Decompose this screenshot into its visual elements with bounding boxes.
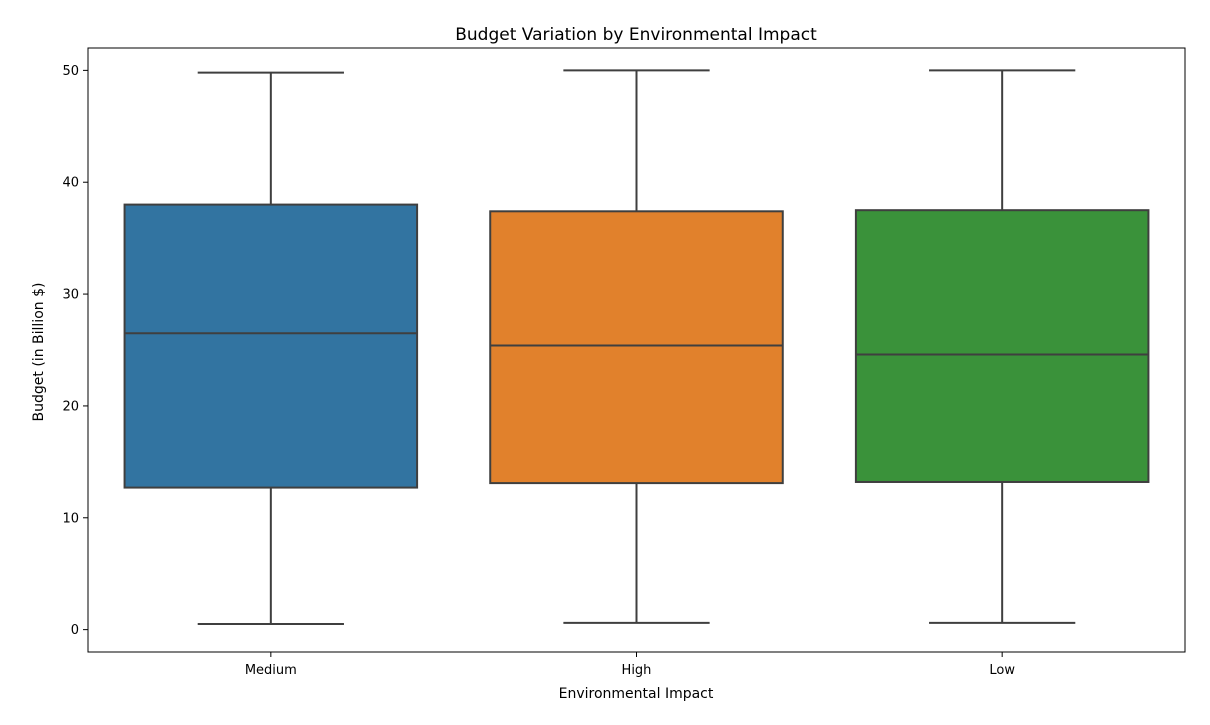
y-tick-label: 20 (62, 399, 79, 414)
y-tick-label: 10 (62, 511, 79, 526)
x-tick-label: High (622, 663, 652, 678)
y-axis-label: Budget (in Billion $) (31, 283, 47, 422)
box-high (489, 69, 784, 624)
iqr-box (854, 209, 1150, 483)
x-tick-label: Low (989, 663, 1015, 678)
iqr-box (489, 210, 784, 485)
y-tick-label: 40 (62, 176, 79, 191)
plot-area (123, 69, 1150, 626)
box-medium (123, 71, 419, 626)
plot-frame (87, 47, 1186, 653)
iqr-box (123, 203, 419, 489)
box-low (854, 69, 1150, 624)
x-tick-label: Medium (245, 663, 297, 678)
y-tick-label: 50 (62, 64, 79, 79)
y-tick-label: 0 (71, 623, 79, 638)
chart-title: Budget Variation by Environmental Impact (455, 25, 817, 45)
y-tick-label: 30 (62, 288, 79, 303)
axes: Medium High Low 0 10 20 30 40 50 (62, 47, 1186, 678)
x-axis-label: Environmental Impact (559, 686, 714, 702)
